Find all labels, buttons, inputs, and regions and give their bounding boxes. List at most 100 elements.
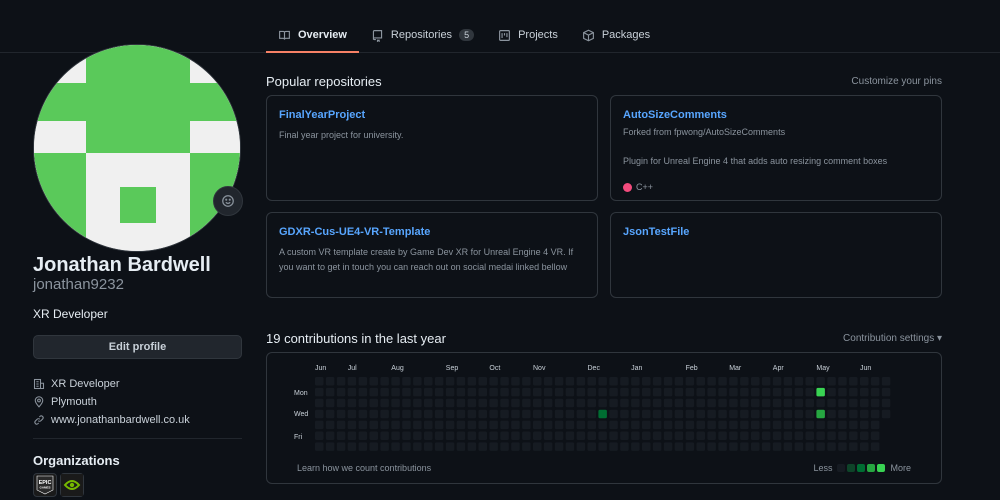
contribution-day-cell[interactable] xyxy=(674,398,684,408)
contribution-day-cell[interactable] xyxy=(587,387,597,397)
contribution-day-cell[interactable] xyxy=(674,431,684,441)
contribution-day-cell[interactable] xyxy=(467,398,477,408)
contribution-day-cell[interactable] xyxy=(805,398,815,408)
contribution-day-cell[interactable] xyxy=(369,420,379,430)
contribution-day-cell[interactable] xyxy=(533,387,542,397)
contribution-day-cell[interactable] xyxy=(369,442,379,451)
contribution-day-cell[interactable] xyxy=(609,442,618,451)
contribution-day-cell[interactable] xyxy=(315,420,324,430)
contribution-day-cell[interactable] xyxy=(434,387,444,397)
customize-pins-link[interactable]: Customize your pins xyxy=(851,76,942,87)
contribution-day-cell[interactable] xyxy=(620,377,629,386)
contribution-day-cell[interactable] xyxy=(663,377,673,386)
contribution-day-cell[interactable] xyxy=(707,398,716,408)
contribution-day-cell[interactable] xyxy=(402,377,411,386)
contribution-day-cell[interactable] xyxy=(424,409,433,419)
contribution-day-cell[interactable] xyxy=(816,377,825,386)
contribution-day-cell[interactable] xyxy=(543,442,553,451)
contribution-day-cell[interactable] xyxy=(860,387,869,397)
set-status-button[interactable] xyxy=(213,186,243,216)
repo-link[interactable]: AutoSizeComments xyxy=(623,109,727,121)
contribution-day-cell[interactable] xyxy=(663,420,673,430)
contribution-day-cell[interactable] xyxy=(467,409,477,419)
contribution-day-cell[interactable] xyxy=(315,442,324,451)
contribution-day-cell[interactable] xyxy=(325,409,335,419)
contribution-day-cell[interactable] xyxy=(794,442,804,451)
contribution-day-cell[interactable] xyxy=(565,398,575,408)
contribution-day-cell[interactable] xyxy=(467,442,477,451)
contribution-day-cell[interactable] xyxy=(369,387,379,397)
contribution-day-cell[interactable] xyxy=(838,420,847,430)
contribution-day-cell[interactable] xyxy=(598,442,607,451)
contribution-day-cell[interactable] xyxy=(576,442,586,451)
contribution-day-cell[interactable] xyxy=(336,377,346,386)
contribution-day-cell[interactable] xyxy=(380,387,389,397)
contribution-day-cell[interactable] xyxy=(816,398,825,408)
contribution-day-cell[interactable] xyxy=(674,442,684,451)
contribution-day-cell[interactable] xyxy=(838,377,847,386)
contribution-day-cell[interactable] xyxy=(315,377,324,386)
contribution-day-cell[interactable] xyxy=(805,387,815,397)
contribution-day-cell[interactable] xyxy=(783,387,793,397)
contribution-day-cell[interactable] xyxy=(413,431,422,441)
contribution-day-cell[interactable] xyxy=(522,398,531,408)
contribution-day-cell[interactable] xyxy=(489,387,498,397)
tab-overview[interactable]: Overview xyxy=(266,18,359,53)
contribution-day-cell[interactable] xyxy=(467,387,477,397)
contribution-day-cell[interactable] xyxy=(598,398,607,408)
contribution-day-cell[interactable] xyxy=(402,387,411,397)
contribution-day-cell[interactable] xyxy=(598,377,607,386)
contribution-day-cell[interactable] xyxy=(751,420,760,430)
contribution-day-cell[interactable] xyxy=(631,442,640,451)
contribution-day-cell[interactable] xyxy=(358,377,368,386)
contribution-day-cell[interactable] xyxy=(456,377,466,386)
contribution-day-cell[interactable] xyxy=(587,442,597,451)
contribution-day-cell[interactable] xyxy=(369,431,379,441)
contribution-day-cell[interactable] xyxy=(565,420,575,430)
contribution-day-cell[interactable] xyxy=(500,409,509,419)
contribution-day-cell[interactable] xyxy=(816,409,825,419)
contribution-day-cell[interactable] xyxy=(652,431,662,441)
contribution-day-cell[interactable] xyxy=(860,420,869,430)
contribution-day-cell[interactable] xyxy=(500,431,509,441)
contribution-day-cell[interactable] xyxy=(413,398,422,408)
contribution-day-cell[interactable] xyxy=(325,387,335,397)
contribution-day-cell[interactable] xyxy=(522,409,531,419)
contribution-day-cell[interactable] xyxy=(315,387,324,397)
contribution-day-cell[interactable] xyxy=(620,409,629,419)
contribution-day-cell[interactable] xyxy=(761,377,771,386)
contribution-day-cell[interactable] xyxy=(478,409,488,419)
contribution-day-cell[interactable] xyxy=(674,377,684,386)
contribution-day-cell[interactable] xyxy=(827,387,836,397)
contribution-day-cell[interactable] xyxy=(642,398,651,408)
contribution-day-cell[interactable] xyxy=(652,398,662,408)
contribution-day-cell[interactable] xyxy=(533,377,542,386)
contribution-day-cell[interactable] xyxy=(849,431,858,441)
org-nvidia[interactable] xyxy=(60,473,84,497)
contribution-day-cell[interactable] xyxy=(849,442,858,451)
contribution-day-cell[interactable] xyxy=(489,409,498,419)
contribution-day-cell[interactable] xyxy=(336,387,346,397)
contribution-day-cell[interactable] xyxy=(543,398,553,408)
contribution-day-cell[interactable] xyxy=(631,420,640,430)
contribution-day-cell[interactable] xyxy=(576,431,586,441)
contribution-day-cell[interactable] xyxy=(685,398,695,408)
contribution-day-cell[interactable] xyxy=(380,409,389,419)
contribution-day-cell[interactable] xyxy=(325,420,335,430)
contribution-day-cell[interactable] xyxy=(652,377,662,386)
contribution-day-cell[interactable] xyxy=(642,409,651,419)
contribution-day-cell[interactable] xyxy=(761,442,771,451)
contribution-day-cell[interactable] xyxy=(554,377,564,386)
contribution-day-cell[interactable] xyxy=(652,387,662,397)
contribution-day-cell[interactable] xyxy=(587,409,597,419)
contribution-day-cell[interactable] xyxy=(620,442,629,451)
contribution-day-cell[interactable] xyxy=(729,420,738,430)
contribution-day-cell[interactable] xyxy=(870,431,880,441)
contribution-day-cell[interactable] xyxy=(838,387,847,397)
contribution-day-cell[interactable] xyxy=(456,387,466,397)
contribution-day-cell[interactable] xyxy=(500,398,509,408)
contribution-day-cell[interactable] xyxy=(751,398,760,408)
contribution-day-cell[interactable] xyxy=(685,409,695,419)
contribution-day-cell[interactable] xyxy=(696,409,706,419)
contribution-day-cell[interactable] xyxy=(587,420,597,430)
